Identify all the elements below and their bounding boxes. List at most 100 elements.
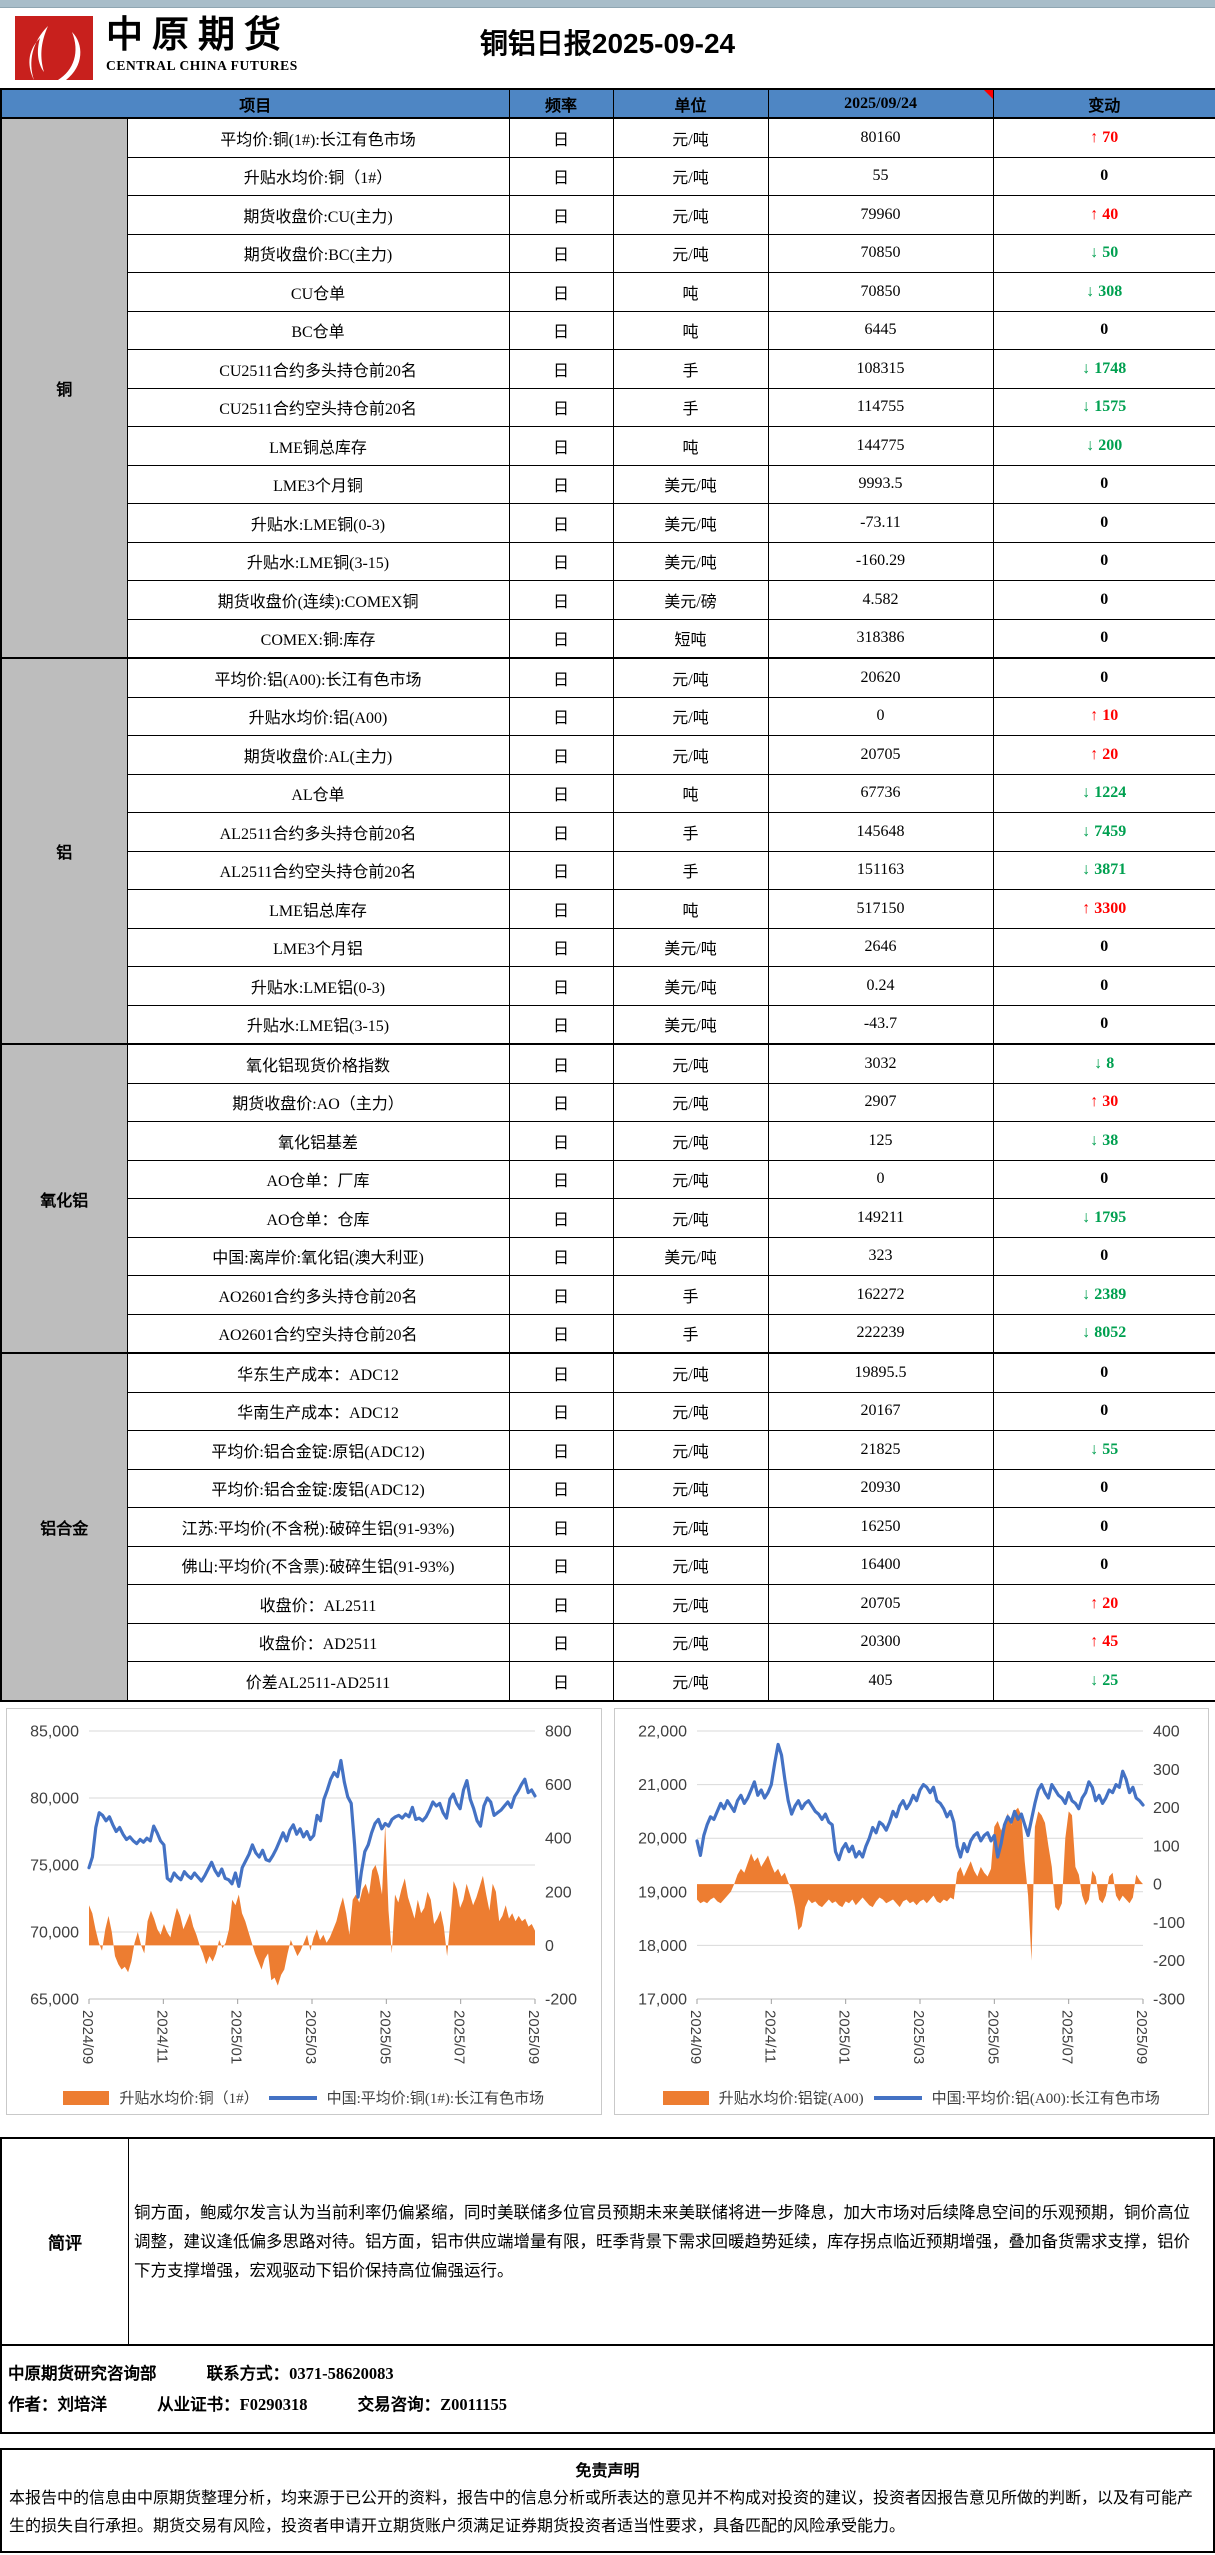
frequency-cell: 日 (508, 618, 614, 659)
item-cell: LME铝总库存 (126, 889, 510, 929)
disclaimer-title: 免责声明 (575, 2462, 640, 2480)
svg-text:2025/09: 2025/09 (1133, 2010, 1150, 2064)
change-cell: ↓ 55 (992, 1430, 1215, 1470)
legend-line-label: 中国:平均价:铜(1#):长江有色市场 (326, 2091, 545, 2107)
svg-text:-200: -200 (545, 1991, 577, 2008)
change-cell: 0 (992, 1468, 1215, 1508)
contact-cert: 从业证书：F0290318 (157, 2394, 308, 2414)
unit-cell: 手 (612, 349, 769, 389)
svg-text:400: 400 (1153, 1723, 1180, 1740)
value-cell: 323 (767, 1236, 994, 1276)
change-cell: ↓ 3871 (992, 850, 1215, 890)
contact-advisory: 交易咨询：Z0011155 (357, 2394, 508, 2414)
svg-text:20,000: 20,000 (638, 1830, 687, 1847)
unit-cell: 吨 (612, 272, 769, 312)
change-cell: 0 (992, 1507, 1215, 1547)
change-cell: 0 (992, 503, 1215, 543)
table-row: 氧化铝基差日元/吨 125 ↓ 38 (1, 1121, 1215, 1161)
table-row: 升贴水:LME铝(0-3) 日美元/吨 0.24 0 (1, 966, 1215, 1006)
brand-logo: 中原期货 CENTRAL CHINA FUTURES (14, 14, 298, 82)
contact-line-2: 作者：刘培洋 从业证书：F0290318 交易咨询：Z0011155 (8, 2389, 1207, 2420)
change-cell: 0 (992, 580, 1215, 620)
change-cell: 0 (992, 541, 1215, 581)
table-row: 期货收盘价:BC(主力) 日元/吨 70850 ↓ 50 (1, 233, 1215, 273)
value-cell: 6445 (767, 310, 994, 350)
change-cell: 0 (992, 927, 1215, 967)
value-cell: 318386 (767, 618, 994, 659)
unit-cell: 吨 (612, 426, 769, 466)
value-cell: 149211 (767, 1198, 994, 1238)
table-row: LME3个月铜日美元/吨 9993.5 0 (1, 464, 1215, 504)
value-cell: 20705 (767, 1584, 994, 1624)
item-cell: LME铜总库存 (126, 426, 510, 466)
column-header-frequency: 频率 (508, 88, 614, 119)
change-cell: ↓ 25 (992, 1661, 1215, 1701)
table-row: LME3个月铝日美元/吨 2646 0 (1, 927, 1215, 967)
value-cell: 20300 (767, 1622, 994, 1662)
svg-text:2025/05: 2025/05 (376, 2010, 393, 2064)
frequency-cell: 日 (508, 889, 614, 929)
unit-cell: 元/吨 (612, 1352, 769, 1393)
change-cell: ↓ 308 (992, 272, 1215, 312)
item-cell: 平均价:铝合金锭:废铝(ADC12) (126, 1468, 510, 1508)
top-strip (0, 0, 1215, 8)
item-cell: 华南生产成本：ADC12 (126, 1391, 510, 1431)
item-cell: 氧化铝现货价格指数 (126, 1043, 510, 1084)
svg-text:2025/07: 2025/07 (451, 2010, 468, 2064)
table-row: 氧化铝 氧化铝现货价格指数日元/吨 3032 ↓ 8 (0, 1043, 1215, 1354)
table-row: 升贴水:LME铜(0-3) 日美元/吨 -73.11 0 (1, 503, 1215, 543)
value-cell: 80160 (767, 117, 994, 158)
value-cell: 114755 (767, 387, 994, 427)
svg-text:600: 600 (545, 1777, 572, 1794)
item-cell: 平均价:铝(A00):长江有色市场 (126, 657, 510, 698)
frequency-cell: 日 (508, 1082, 614, 1122)
item-cell: 升贴水:LME铝(0-3) (126, 966, 510, 1006)
svg-text:800: 800 (545, 1723, 572, 1740)
unit-cell: 手 (612, 1275, 769, 1315)
aluminum-price-chart: 22,000 21,000 20,000 19,000 18,000 17,000 400 3… (613, 1707, 1209, 2115)
brand-logo-icon (15, 16, 93, 80)
value-cell: 2907 (767, 1082, 994, 1122)
frequency-cell: 日 (508, 1198, 614, 1238)
frequency-cell: 日 (508, 580, 614, 620)
unit-cell: 手 (612, 812, 769, 852)
svg-text:2025/07: 2025/07 (1058, 2010, 1075, 2064)
frequency-cell: 日 (508, 1430, 614, 1470)
frequency-cell: 日 (508, 927, 614, 967)
unit-cell: 美元/吨 (612, 541, 769, 581)
frequency-cell: 日 (508, 850, 614, 890)
frequency-cell: 日 (508, 233, 614, 273)
frequency-cell: 日 (508, 1507, 614, 1547)
table-body: 铜平均价:铜(1#):长江有色市场日元/吨 80160 ↑ 70 升贴水均价:铜（1#… (0, 117, 1215, 1701)
legend-area-label: 升贴水均价:铜（1#） (119, 2091, 259, 2107)
copper-chart-legend: 升贴水均价:铜（1#） 中国:平均价:铜(1#):长江有色市场 (7, 2082, 601, 2114)
change-cell: ↑ 30 (992, 1082, 1215, 1122)
table-row: 江苏:平均价(不含税):破碎生铝(91-93%) 日元/吨 16250 0 (1, 1507, 1215, 1547)
unit-cell: 美元/吨 (612, 966, 769, 1006)
item-cell: 中国:离岸价:氧化铝(澳大利亚) (126, 1236, 510, 1276)
change-cell: ↑ 20 (992, 1584, 1215, 1624)
table-row: 收盘价：AD2511 日元/吨 20300 ↑ 45 (1, 1622, 1215, 1662)
svg-text:2024/09: 2024/09 (687, 2010, 704, 2064)
change-cell: 0 (992, 310, 1215, 350)
frequency-cell: 日 (508, 1661, 614, 1701)
unit-cell: 元/吨 (612, 1507, 769, 1547)
value-cell: 0.24 (767, 966, 994, 1006)
frequency-cell: 日 (508, 1352, 614, 1393)
frequency-cell: 日 (508, 464, 614, 504)
svg-text:2025/03: 2025/03 (302, 2010, 319, 2064)
frequency-cell: 日 (508, 272, 614, 312)
unit-cell: 吨 (612, 310, 769, 350)
charts-section: 85,000 80,000 75,000 70,000 65,000 800 600 400 2… (0, 1702, 1215, 2115)
item-cell: 平均价:铝合金锭:原铝(ADC12) (126, 1430, 510, 1470)
value-cell: 405 (767, 1661, 994, 1701)
change-cell: ↓ 8 (992, 1043, 1215, 1084)
item-cell: COMEX:铜:库存 (126, 618, 510, 659)
value-cell: 55 (767, 156, 994, 196)
table-row: 价差AL2511-AD2511 日元/吨 405 ↓ 25 (1, 1661, 1215, 1701)
change-cell: ↑ 10 (992, 696, 1215, 736)
unit-cell: 手 (612, 1313, 769, 1354)
table-row: AL2511合约空头持仓前20名日手 151163 ↓ 3871 (1, 850, 1215, 890)
frequency-cell: 日 (508, 310, 614, 350)
commentary-body: 铜方面，鲍威尔发言认为当前利率仍偏紧缩，同时美联储多位官员预期未来美联储将进一步… (129, 2139, 1213, 2344)
